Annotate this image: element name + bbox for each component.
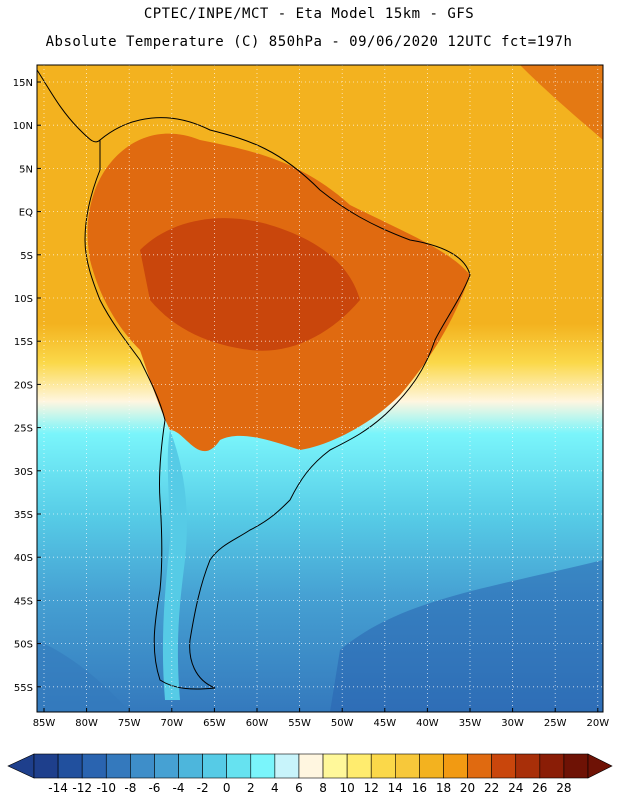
- lat-tick-label: 15S: [14, 337, 33, 348]
- colorbar-swatch: [515, 753, 541, 779]
- lon-tick-label: 65W: [203, 718, 226, 729]
- colorbar-label: 16: [412, 781, 427, 795]
- lat-tick-label: 55S: [14, 683, 33, 694]
- colorbar-label: 18: [436, 781, 451, 795]
- lat-tick-label: 45S: [14, 596, 33, 607]
- colorbar-swatch: [250, 753, 276, 779]
- south-atlantic-cold-zone: [330, 560, 603, 712]
- title-line-1: CPTEC/INPE/MCT - Eta Model 15km - GFS: [143, 6, 475, 22]
- lat-tick-label: 35S: [14, 510, 33, 521]
- colorbar-swatch: [322, 753, 348, 779]
- colorbar: -14 -12 -10 -8 -6 -4 -2 0 2 4 6 8 10 12 14 16 18 20 22 24 26…: [7, 753, 613, 795]
- lon-tick-label: 50W: [331, 718, 354, 729]
- colorbar-swatch: [563, 753, 589, 779]
- lat-tick-label: 25S: [14, 424, 33, 435]
- colorbar-swatch: [346, 753, 372, 779]
- central-america-coastline: [37, 69, 101, 143]
- colorbar-label: 0: [223, 781, 231, 795]
- colorbar-swatch: [274, 753, 300, 779]
- colorbar-swatch: [419, 753, 444, 779]
- colorbar-label: 12: [364, 781, 379, 795]
- colorbar-label: -10: [96, 781, 116, 795]
- colorbar-label: -2: [197, 781, 209, 795]
- colorbar-label: 14: [388, 781, 403, 795]
- colorbar-swatch: [443, 753, 468, 779]
- lon-tick-label: 75W: [118, 718, 141, 729]
- colorbar-high-arrow: [587, 753, 613, 779]
- lon-tick-label: 30W: [501, 718, 524, 729]
- colorbar-swatch: [178, 753, 203, 779]
- lon-axis: 85W 80W 75W 70W 65W 60W 55W 50W 45W 40W 35W 30W 25W 2…: [33, 708, 609, 729]
- lon-tick-label: 20W: [586, 718, 609, 729]
- lat-tick-label: 10S: [14, 294, 33, 305]
- colorbar-label: -14: [48, 781, 68, 795]
- colorbar-label: 6: [295, 781, 303, 795]
- lat-tick-label: 20S: [14, 380, 33, 391]
- andes-cool-strip: [162, 430, 187, 700]
- colorbar-label: 4: [271, 781, 279, 795]
- south-america-coastline: [84, 117, 471, 690]
- lon-tick-label: 25W: [544, 718, 567, 729]
- south-pacific-cool-zone: [37, 640, 130, 712]
- colorbar-swatch: [370, 753, 396, 779]
- amazon-hot-region: [140, 218, 360, 351]
- colorbar-swatch: [57, 753, 83, 779]
- lon-tick-label: 85W: [33, 718, 56, 729]
- colorbar-swatch: [33, 753, 59, 779]
- lon-tick-label: 60W: [246, 718, 269, 729]
- colorbar-label: -6: [148, 781, 160, 795]
- lat-tick-label: EQ: [19, 208, 33, 219]
- colorbar-swatch: [298, 753, 324, 779]
- colorbar-label: 22: [484, 781, 499, 795]
- colorbar-label: 28: [556, 781, 571, 795]
- map-panel: [37, 65, 603, 712]
- map-frame: [36, 64, 604, 713]
- colorbar-swatch: [154, 753, 179, 779]
- north-atlantic-warm-zone: [520, 65, 603, 140]
- colorbar-swatch: [81, 753, 107, 779]
- colorbar-swatch: [539, 753, 565, 779]
- lon-tick-label: 80W: [75, 718, 98, 729]
- colorbar-label: -12: [72, 781, 92, 795]
- lat-tick-label: 10N: [13, 121, 33, 132]
- lat-tick-label: 30S: [14, 467, 33, 478]
- colorbar-label: -8: [124, 781, 136, 795]
- lon-tick-label: 55W: [288, 718, 311, 729]
- lon-tick-label: 40W: [416, 718, 439, 729]
- lat-tick-label: 5N: [19, 164, 33, 175]
- lat-tick-label: 40S: [14, 553, 33, 564]
- colorbar-swatch: [202, 753, 227, 779]
- colorbar-swatch: [105, 753, 131, 779]
- colorbar-swatch: [467, 753, 492, 779]
- lat-tick-label: 15N: [13, 78, 33, 89]
- colorbar-swatch: [395, 753, 420, 779]
- colorbar-label: 2: [247, 781, 255, 795]
- lat-tick-label: 5S: [20, 251, 33, 262]
- colorbar-low-arrow: [7, 753, 35, 779]
- lon-tick-label: 45W: [373, 718, 396, 729]
- lon-tick-label: 35W: [459, 718, 482, 729]
- colorbar-swatch: [491, 753, 517, 779]
- colorbar-swatch: [130, 753, 155, 779]
- colorbar-label: 8: [319, 781, 327, 795]
- colorbar-label: 26: [532, 781, 547, 795]
- colorbar-label: -4: [173, 781, 185, 795]
- colorbar-label: 10: [339, 781, 354, 795]
- colorbar-swatch: [226, 753, 252, 779]
- lat-tick-label: 50S: [14, 640, 33, 651]
- lon-tick-label: 70W: [160, 718, 183, 729]
- lat-axis: 15N 10N 5N EQ 5S 10S 15S 20S 25S 30S 35S 40S 45S 50S 5…: [13, 78, 41, 694]
- colorbar-label: 24: [508, 781, 523, 795]
- colorbar-label: 20: [460, 781, 475, 795]
- title-line-2: Absolute Temperature (C) 850hPa - 09/06/…: [45, 34, 573, 50]
